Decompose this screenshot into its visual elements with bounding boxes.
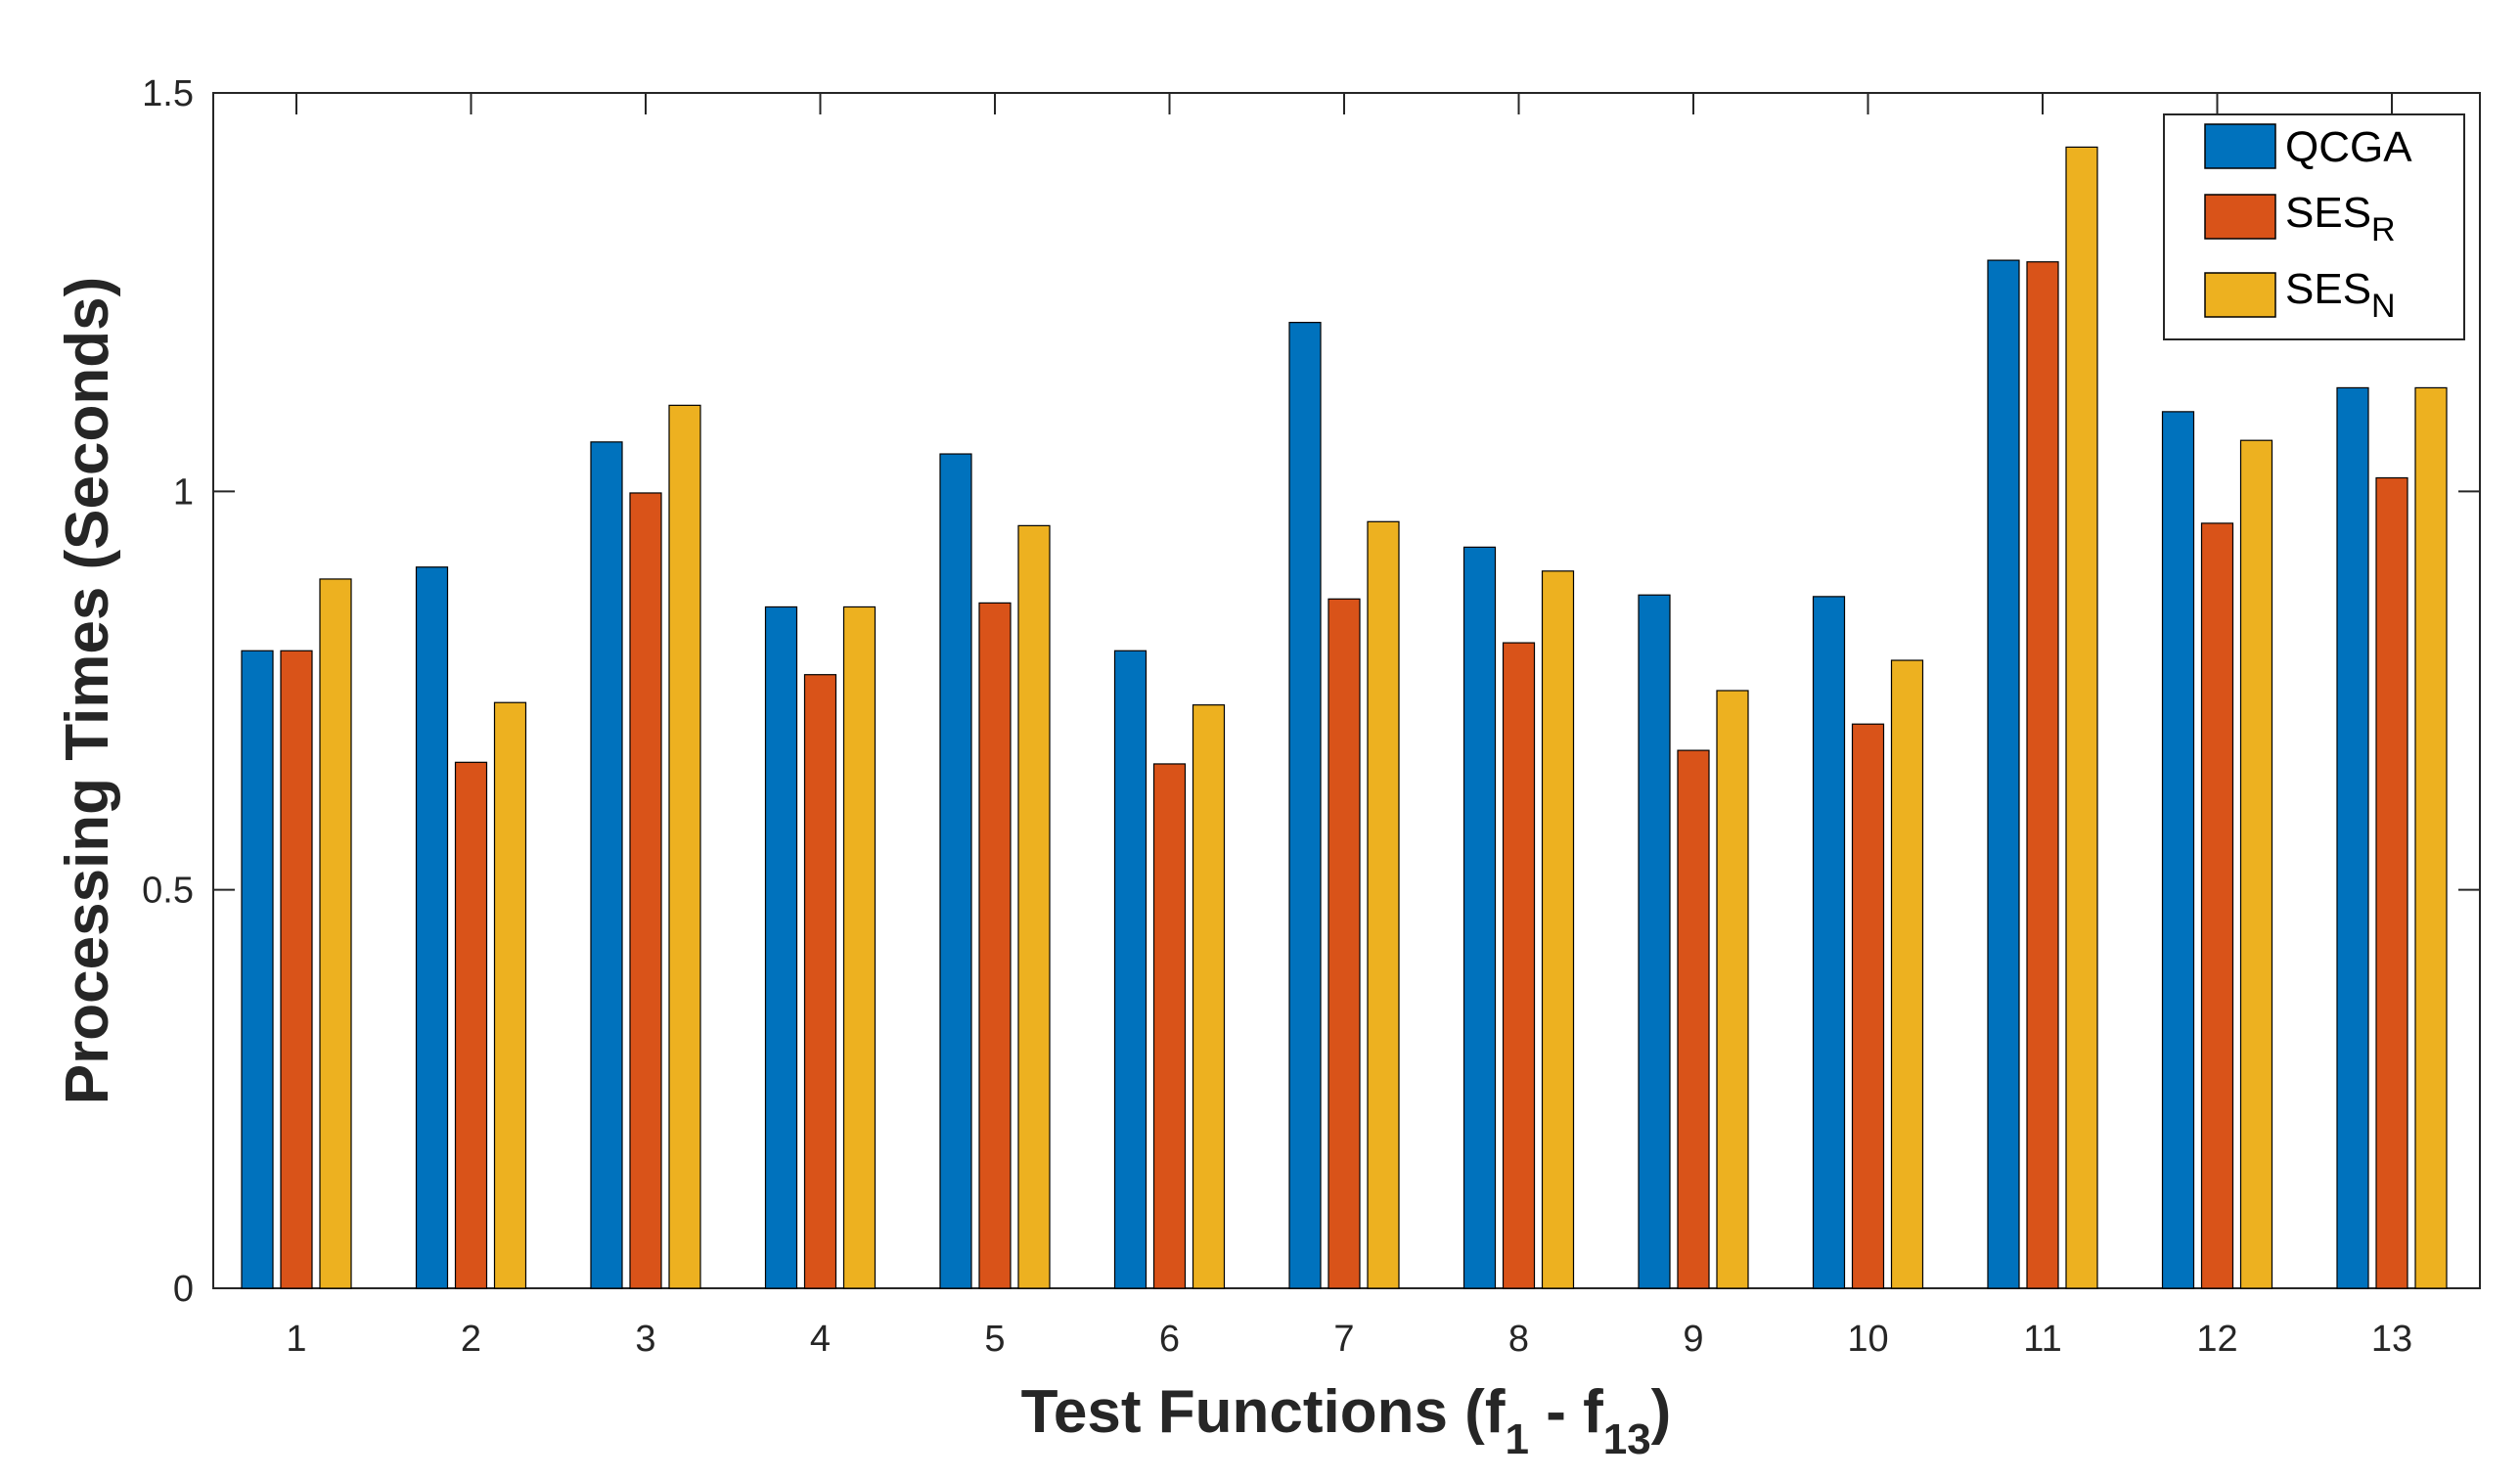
bar-ses-n-8 (1541, 570, 1575, 1289)
y-tick-label-0: 0 (173, 1269, 194, 1310)
bar-ses-r-10 (1851, 723, 1885, 1289)
bar-qcga-7 (1288, 322, 1322, 1289)
bar-qcga-10 (1812, 596, 1846, 1289)
bar-ses-n-12 (2239, 439, 2273, 1289)
bar-ses-n-3 (668, 404, 701, 1289)
x-axis-title-sub2: 13 (1603, 1415, 1651, 1463)
bar-ses-r-7 (1328, 598, 1361, 1289)
legend-label-ses-n: SESN (2285, 265, 2396, 325)
bar-ses-r-2 (454, 761, 488, 1289)
bar-ses-r-3 (629, 492, 662, 1289)
x-tick-label-4: 4 (810, 1319, 831, 1360)
x-axis-title-suffix: ) (1651, 1378, 1672, 1446)
y-tick-label-3: 1.5 (142, 73, 194, 114)
legend-swatch-ses-n (2204, 272, 2276, 318)
y-tick-labels: 0 0.5 1 1.5 (142, 73, 194, 1310)
x-axis-title-prefix: Test Functions (f (1021, 1378, 1506, 1446)
bar-ses-r-12 (2200, 522, 2234, 1289)
bar-qcga-5 (939, 453, 972, 1289)
x-axis-title-mid: - f (1529, 1378, 1603, 1446)
bar-ses-r-1 (280, 650, 313, 1289)
x-tick-labels: 1 2 3 4 5 6 7 8 9 10 11 12 13 (286, 1319, 2412, 1360)
bar-qcga-6 (1113, 650, 1148, 1289)
bar-qcga-8 (1462, 546, 1497, 1289)
legend-label-ses-r: SESR (2285, 189, 2396, 248)
x-tick-label-1: 1 (286, 1319, 306, 1360)
bar-ses-n-7 (1367, 520, 1400, 1289)
bar-qcga-13 (2336, 386, 2369, 1289)
legend-label-qcga: QCGA (2285, 123, 2412, 171)
x-tick-label-9: 9 (1683, 1319, 1703, 1360)
bar-ses-r-9 (1677, 749, 1710, 1289)
bar-ses-r-5 (978, 602, 1012, 1289)
legend-label-ses-n-sub: N (2371, 288, 2396, 325)
bar-ses-n-11 (2065, 146, 2098, 1289)
legend-label-ses-r-sub: R (2371, 211, 2396, 248)
x-tick-label-10: 10 (1847, 1319, 1888, 1360)
x-tick-label-6: 6 (1159, 1319, 1180, 1360)
legend-swatch-ses-r (2204, 194, 2276, 240)
bar-qcga-11 (1987, 259, 2020, 1289)
x-axis-title: Test Functions (f1 - f13) (1021, 1378, 1672, 1463)
legend-label-ses-r-main: SES (2285, 189, 2371, 237)
bar-qcga-2 (415, 566, 449, 1289)
bar-qcga-4 (764, 605, 798, 1289)
bar-ses-r-4 (803, 674, 837, 1289)
bar-qcga-1 (241, 650, 274, 1289)
y-tick-label-1: 0.5 (142, 871, 194, 912)
bar-ses-r-11 (2026, 261, 2059, 1289)
y-tick-label-2: 1 (173, 471, 194, 513)
x-tick-label-5: 5 (984, 1319, 1005, 1360)
bar-ses-r-13 (2375, 476, 2408, 1289)
x-tick-label-2: 2 (461, 1319, 481, 1360)
bar-ses-r-8 (1502, 642, 1536, 1289)
x-tick-label-8: 8 (1508, 1319, 1529, 1360)
x-tick-label-7: 7 (1333, 1319, 1354, 1360)
bar-ses-r-6 (1152, 763, 1187, 1289)
legend-label-ses-n-main: SES (2285, 265, 2371, 313)
bar-ses-n-1 (319, 578, 352, 1289)
bar-qcga-3 (590, 441, 623, 1289)
y-axis-title: Processing Times (Seconds) (54, 277, 121, 1104)
x-axis-title-sub1: 1 (1505, 1415, 1528, 1463)
x-tick-label-12: 12 (2196, 1319, 2237, 1360)
legend-swatch-qcga (2204, 123, 2276, 169)
x-tick-label-13: 13 (2371, 1319, 2412, 1360)
bar-ses-n-13 (2414, 386, 2448, 1289)
bar-ses-n-10 (1890, 659, 1924, 1289)
bar-ses-n-4 (842, 605, 877, 1289)
bars (241, 146, 2448, 1289)
x-tick-label-3: 3 (635, 1319, 655, 1360)
bar-qcga-9 (1638, 594, 1671, 1289)
bar-ses-n-6 (1192, 704, 1226, 1289)
x-tick-label-11: 11 (2023, 1319, 2061, 1360)
bar-qcga-12 (2161, 411, 2195, 1289)
bar-ses-n-5 (1017, 524, 1051, 1289)
bar-ses-n-9 (1716, 690, 1749, 1289)
bar-ses-n-2 (493, 701, 527, 1289)
legend: QCGA SESR SESN (2163, 113, 2465, 340)
